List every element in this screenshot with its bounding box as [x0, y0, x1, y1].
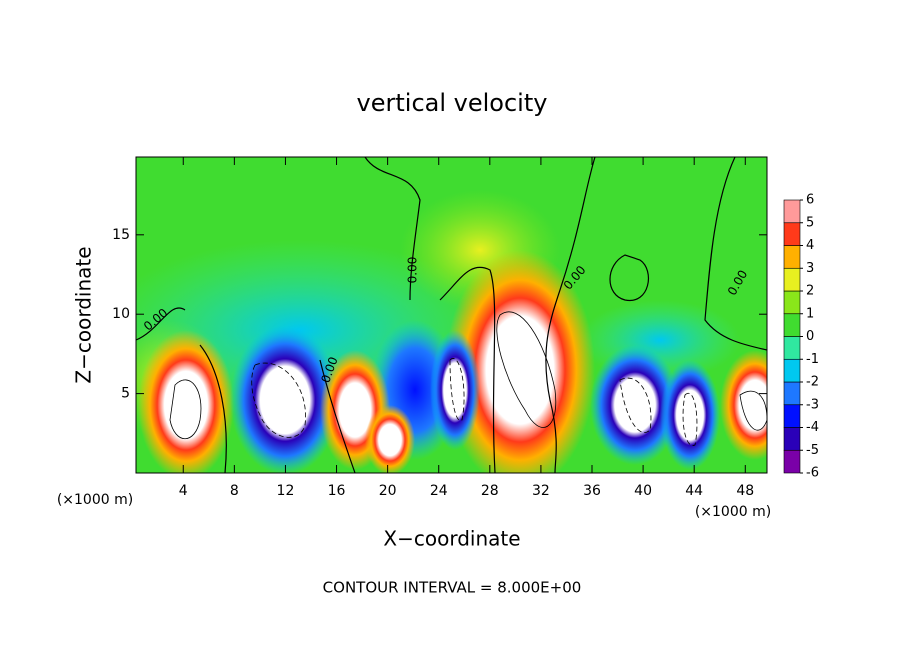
- colorbar-tick-label: -3: [806, 397, 819, 412]
- colorbar-band: [783, 290, 801, 315]
- x-tick-label: 16: [328, 483, 346, 499]
- x-unit-label: (×1000 m): [57, 492, 133, 508]
- x-tick-label: 8: [230, 483, 239, 499]
- colorbar-band: [783, 336, 801, 360]
- colorbar-tick-label: -1: [806, 352, 819, 367]
- y-tick-label: 10: [112, 306, 130, 322]
- colorbar-band: [783, 222, 801, 246]
- y-axis-label: Z−coordinate: [72, 246, 96, 383]
- x-tick-label: 44: [685, 483, 703, 499]
- y-tick-label: 5: [121, 386, 130, 402]
- x-unit-label: (×1000 m): [695, 504, 771, 520]
- colorbar-band: [783, 245, 801, 269]
- x-tick-label: 24: [430, 483, 448, 499]
- colorbar-band: [783, 313, 801, 337]
- contour-label: 0.00: [406, 257, 420, 284]
- colorbar-tick-label: -2: [806, 375, 819, 390]
- x-tick-label: 20: [379, 483, 397, 499]
- x-tick-label: 28: [481, 483, 499, 499]
- colorbar-tick-label: 0: [806, 329, 814, 344]
- chart-title: vertical velocity: [357, 89, 548, 117]
- y-tick-label: 15: [112, 227, 130, 243]
- annotation: CONTOUR INTERVAL = 8.000E+00: [323, 579, 582, 597]
- x-tick-label: 32: [532, 483, 550, 499]
- colorbar-tick-label: 3: [806, 261, 814, 276]
- x-axis-label: X−coordinate: [383, 527, 520, 551]
- colorbar-tick-label: -5: [806, 443, 819, 458]
- colorbar-band: [783, 199, 801, 224]
- plot-frame: [135, 156, 768, 474]
- colorbar-band: [783, 358, 801, 383]
- colorbar-tick-label: 4: [806, 238, 814, 253]
- colorbar-tick-label: 1: [806, 306, 814, 321]
- colorbar-band: [783, 449, 801, 474]
- colorbar-band: [783, 267, 801, 292]
- colorbar-tick-label: 2: [806, 284, 814, 299]
- x-tick-label: 36: [583, 483, 601, 499]
- x-tick-label: 40: [634, 483, 652, 499]
- colorbar-band: [783, 404, 801, 428]
- field: [136, 157, 767, 473]
- x-tick-label: 12: [277, 483, 295, 499]
- colorbar-band: [783, 381, 801, 406]
- x-tick-label: 4: [179, 483, 188, 499]
- x-tick-label: 48: [736, 483, 754, 499]
- colorbar-tick-label: -4: [806, 420, 819, 435]
- colorbar-tick-label: -6: [806, 466, 819, 481]
- colorbar-tick-label: 5: [806, 215, 814, 230]
- colorbar-tick-label: 6: [806, 193, 814, 208]
- colorbar-band: [783, 427, 801, 451]
